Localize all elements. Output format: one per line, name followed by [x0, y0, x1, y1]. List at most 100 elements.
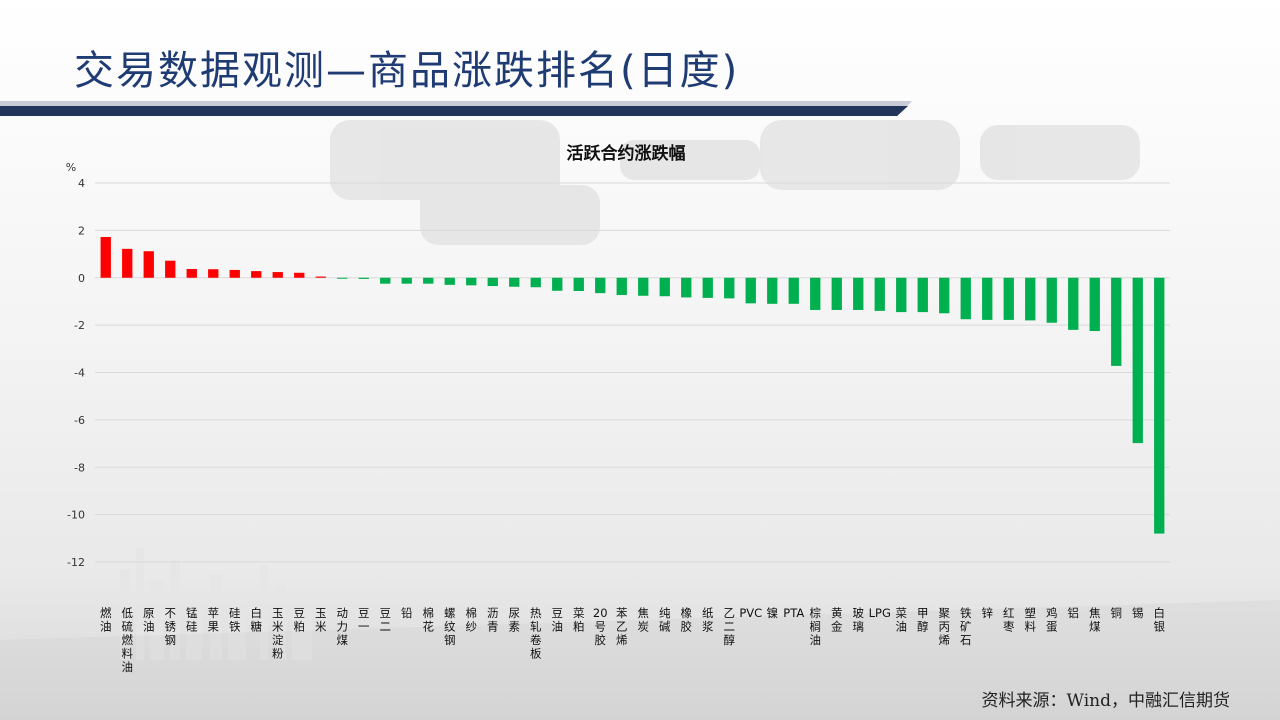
- bar: [810, 277, 821, 310]
- category-label: 鸡蛋: [1046, 606, 1058, 634]
- category-label: 不锈钢: [165, 606, 177, 647]
- category-label: 焦炭: [638, 606, 650, 634]
- category-label: 动力煤: [337, 606, 349, 647]
- category-label: 苹果: [208, 606, 220, 634]
- category-label: 铝: [1068, 606, 1080, 620]
- category-label: 铅: [401, 606, 413, 620]
- category-label: PVC: [739, 606, 762, 620]
- y-tick-label: -2: [74, 319, 85, 332]
- bar: [143, 251, 154, 278]
- bar: [100, 237, 111, 278]
- category-label: 热轧卷板: [530, 606, 542, 661]
- y-tick-label: -12: [67, 556, 85, 569]
- bar: [401, 277, 412, 284]
- category-label: 硅铁: [229, 606, 241, 634]
- bar: [788, 277, 799, 304]
- bar: [251, 271, 262, 278]
- bar: [616, 277, 627, 296]
- bar: [939, 277, 950, 314]
- y-tick-label: 4: [78, 177, 85, 190]
- bar: [853, 277, 864, 310]
- bar: [530, 277, 541, 288]
- category-label: 棉花: [423, 606, 435, 634]
- bar: [1111, 277, 1122, 366]
- category-label: 菜粕: [573, 606, 585, 634]
- source-note: 资料来源：Wind，中融汇信期货: [981, 691, 1230, 711]
- category-label: 低硫燃料油: [122, 606, 134, 674]
- bar: [444, 277, 455, 285]
- category-label: 棉纱: [466, 606, 478, 634]
- bar: [595, 277, 606, 294]
- slide-title: 交易数据观测—商品涨跌排名(日度): [74, 48, 740, 94]
- bar: [659, 277, 670, 297]
- category-label: 白糖: [251, 606, 263, 634]
- title-underline-bar: [0, 106, 908, 116]
- bar: [186, 268, 197, 278]
- bar: [165, 260, 176, 278]
- category-label: 螺纹钢: [444, 606, 456, 647]
- bar: [509, 277, 520, 287]
- category-label: 玻璃: [853, 606, 865, 634]
- category-label: 菜油: [896, 606, 908, 634]
- bar: [122, 248, 133, 278]
- bar: [466, 277, 477, 286]
- category-label: 豆油: [552, 606, 564, 634]
- bar: [272, 272, 283, 278]
- category-label: 焦煤: [1089, 606, 1101, 634]
- bar: [552, 277, 563, 291]
- category-label: 豆一: [358, 606, 370, 634]
- bars: [100, 237, 1165, 534]
- category-label: 塑料: [1025, 606, 1037, 634]
- category-label: 玉米: [315, 606, 327, 634]
- bar: [1154, 277, 1165, 534]
- title-underline-light: [0, 101, 912, 106]
- bar: [874, 277, 885, 311]
- bar: [1003, 277, 1014, 320]
- category-label: 纯碱: [659, 606, 671, 634]
- y-tick-label: -6: [74, 414, 85, 427]
- bar: [208, 269, 219, 278]
- bar: [960, 277, 971, 320]
- category-label: 甲醇: [917, 606, 929, 634]
- bar: [358, 277, 369, 279]
- category-label: 豆二: [380, 606, 392, 634]
- category-label: 红枣: [1003, 606, 1015, 634]
- y-tick-label: -10: [67, 509, 85, 522]
- bar: [1046, 277, 1057, 323]
- category-label: 锰硅: [186, 606, 198, 634]
- bar: [380, 277, 391, 284]
- bar: [487, 277, 498, 287]
- category-label: 原油: [143, 606, 155, 634]
- bar: [1068, 277, 1079, 330]
- grid-lines: [95, 182, 1170, 563]
- bar: [767, 277, 778, 304]
- y-axis-ticks: 4 2 0 -2 -4 -6 -8 -10 -12: [67, 177, 85, 569]
- category-label: 棕榈油: [810, 606, 822, 647]
- category-label: 聚丙烯: [939, 606, 951, 647]
- bar: [831, 277, 842, 310]
- bar: [1089, 277, 1100, 332]
- category-label: 尿素: [509, 606, 521, 634]
- category-label: 锌: [982, 606, 994, 620]
- category-label: 黄金: [831, 606, 843, 634]
- bar: [573, 277, 584, 292]
- bar: [896, 277, 907, 313]
- bar: [702, 277, 713, 298]
- category-label: 燃油: [100, 606, 112, 634]
- y-axis-unit: %: [66, 161, 76, 174]
- category-label: 苯乙烯: [616, 606, 628, 647]
- category-label: PTA: [783, 606, 804, 620]
- bar: [315, 276, 326, 278]
- bar: [1025, 277, 1036, 321]
- bar: [917, 277, 928, 313]
- category-label: 沥青: [487, 606, 499, 634]
- bar: [681, 277, 692, 298]
- category-label: 铁矿石: [960, 606, 972, 647]
- category-label: 豆粕: [294, 606, 306, 634]
- bar: [229, 269, 240, 278]
- category-label: 玉米淀粉: [272, 606, 284, 661]
- y-tick-label: -8: [74, 461, 85, 474]
